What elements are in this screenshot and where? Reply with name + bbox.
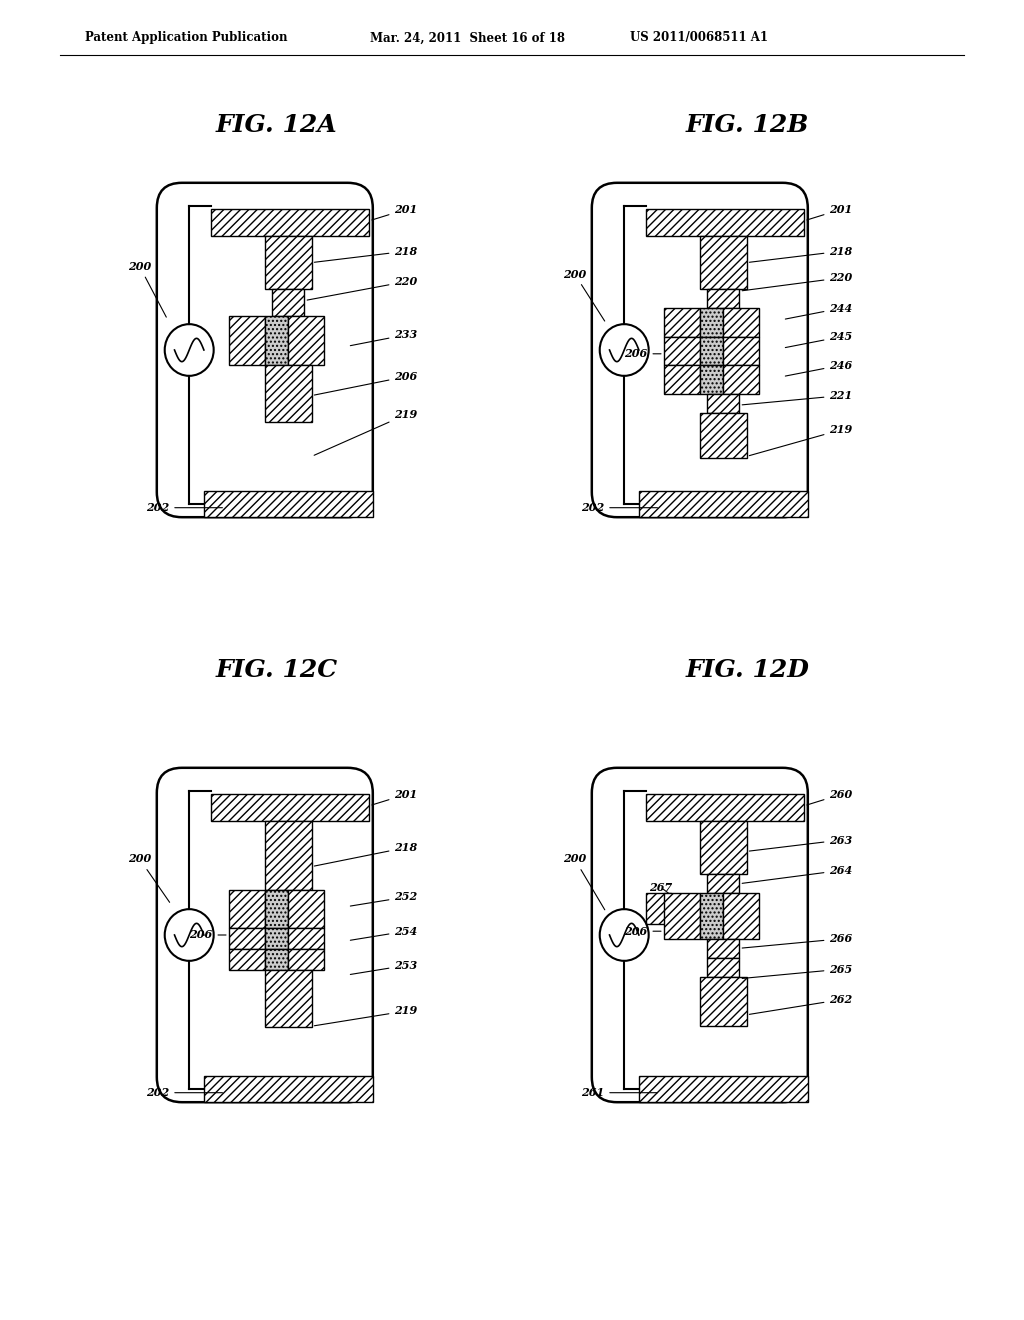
Polygon shape bbox=[265, 315, 288, 366]
Polygon shape bbox=[288, 949, 325, 970]
Text: 219: 219 bbox=[750, 424, 853, 455]
Text: FIG. 12D: FIG. 12D bbox=[686, 657, 809, 682]
Polygon shape bbox=[228, 890, 265, 928]
Text: 201: 201 bbox=[807, 203, 853, 220]
Text: 253: 253 bbox=[350, 960, 418, 974]
Text: 206: 206 bbox=[625, 348, 662, 359]
Polygon shape bbox=[707, 393, 739, 413]
Polygon shape bbox=[646, 795, 804, 821]
Text: 200: 200 bbox=[563, 268, 605, 321]
Text: 201: 201 bbox=[372, 203, 418, 220]
Polygon shape bbox=[265, 890, 288, 928]
Text: 254: 254 bbox=[350, 925, 418, 940]
Text: US 2011/0068511 A1: US 2011/0068511 A1 bbox=[630, 32, 768, 45]
Polygon shape bbox=[699, 236, 746, 289]
Text: Mar. 24, 2011  Sheet 16 of 18: Mar. 24, 2011 Sheet 16 of 18 bbox=[370, 32, 565, 45]
Text: 202: 202 bbox=[581, 502, 657, 513]
Text: 220: 220 bbox=[307, 276, 418, 300]
Polygon shape bbox=[288, 890, 325, 928]
Text: 220: 220 bbox=[742, 272, 853, 290]
Polygon shape bbox=[228, 949, 265, 970]
Polygon shape bbox=[723, 337, 759, 366]
Text: 206: 206 bbox=[625, 925, 662, 937]
Polygon shape bbox=[664, 308, 699, 337]
Polygon shape bbox=[211, 795, 370, 821]
Polygon shape bbox=[639, 491, 808, 517]
Polygon shape bbox=[646, 210, 804, 236]
Polygon shape bbox=[699, 337, 723, 366]
Text: 244: 244 bbox=[785, 302, 853, 319]
Text: 262: 262 bbox=[750, 994, 853, 1014]
Text: 202: 202 bbox=[146, 1088, 222, 1098]
Polygon shape bbox=[699, 821, 746, 874]
Polygon shape bbox=[664, 337, 699, 366]
Polygon shape bbox=[707, 874, 739, 894]
Text: 200: 200 bbox=[128, 854, 170, 903]
Text: 200: 200 bbox=[563, 854, 605, 909]
Text: FIG. 12B: FIG. 12B bbox=[686, 114, 809, 137]
Polygon shape bbox=[204, 491, 373, 517]
Polygon shape bbox=[699, 308, 723, 337]
Polygon shape bbox=[699, 977, 746, 1026]
Text: 219: 219 bbox=[314, 409, 418, 455]
Polygon shape bbox=[265, 949, 288, 970]
Polygon shape bbox=[707, 958, 739, 977]
Text: 264: 264 bbox=[742, 865, 853, 883]
Polygon shape bbox=[723, 308, 759, 337]
Text: 218: 218 bbox=[314, 246, 418, 263]
Text: 201: 201 bbox=[372, 789, 418, 805]
Polygon shape bbox=[699, 366, 723, 393]
Polygon shape bbox=[639, 1076, 808, 1102]
Text: 202: 202 bbox=[146, 502, 222, 513]
Text: 261: 261 bbox=[581, 1088, 657, 1098]
Polygon shape bbox=[699, 413, 746, 458]
Text: 252: 252 bbox=[350, 891, 418, 906]
Text: 206: 206 bbox=[189, 929, 226, 940]
Text: 233: 233 bbox=[350, 329, 418, 346]
Text: 218: 218 bbox=[750, 246, 853, 263]
Polygon shape bbox=[646, 894, 671, 924]
Polygon shape bbox=[723, 366, 759, 393]
Text: FIG. 12C: FIG. 12C bbox=[215, 657, 338, 682]
Text: 206: 206 bbox=[314, 371, 418, 395]
Polygon shape bbox=[699, 894, 723, 939]
Polygon shape bbox=[272, 289, 304, 315]
Polygon shape bbox=[228, 315, 265, 366]
Polygon shape bbox=[707, 289, 739, 308]
Polygon shape bbox=[228, 928, 265, 949]
Polygon shape bbox=[265, 928, 288, 949]
Polygon shape bbox=[204, 1076, 373, 1102]
Text: 219: 219 bbox=[314, 1006, 418, 1026]
Polygon shape bbox=[211, 210, 370, 236]
Text: 263: 263 bbox=[750, 834, 853, 851]
Polygon shape bbox=[265, 970, 311, 1027]
Text: 245: 245 bbox=[785, 331, 853, 347]
Polygon shape bbox=[664, 366, 699, 393]
Text: 218: 218 bbox=[314, 842, 418, 866]
Polygon shape bbox=[723, 894, 759, 939]
Text: 221: 221 bbox=[742, 391, 853, 405]
Text: 246: 246 bbox=[785, 360, 853, 376]
Text: 266: 266 bbox=[742, 933, 853, 948]
Text: 260: 260 bbox=[807, 789, 853, 805]
Text: 267: 267 bbox=[649, 882, 673, 894]
Polygon shape bbox=[265, 236, 311, 289]
Polygon shape bbox=[288, 928, 325, 949]
Text: 200: 200 bbox=[128, 261, 166, 317]
Polygon shape bbox=[707, 939, 739, 958]
Polygon shape bbox=[265, 821, 311, 890]
Polygon shape bbox=[288, 315, 325, 366]
Text: FIG. 12A: FIG. 12A bbox=[216, 114, 337, 137]
Text: Patent Application Publication: Patent Application Publication bbox=[85, 32, 288, 45]
Text: 265: 265 bbox=[742, 964, 853, 978]
Polygon shape bbox=[265, 366, 311, 422]
Polygon shape bbox=[664, 894, 699, 939]
